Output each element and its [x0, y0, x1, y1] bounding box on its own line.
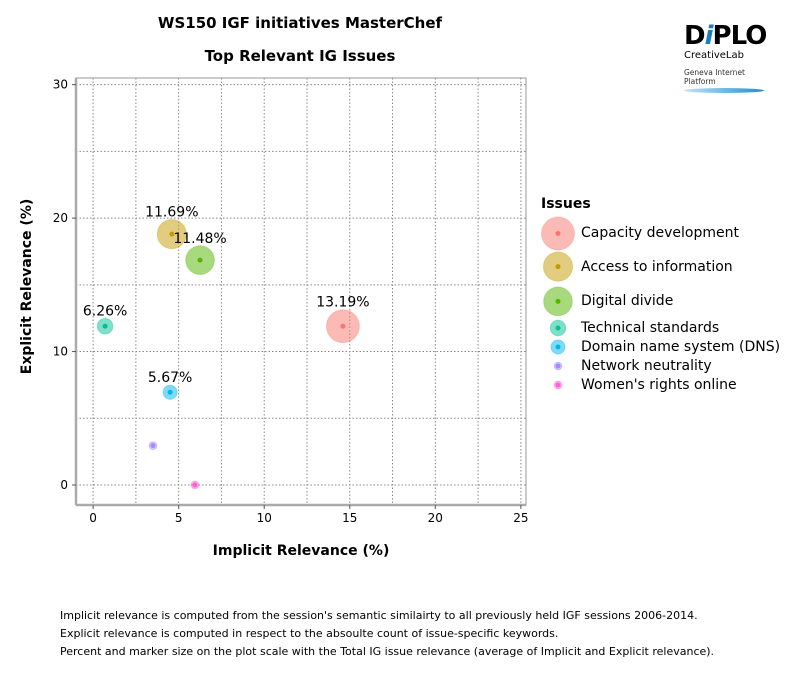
point-label: 5.67%	[148, 370, 192, 386]
legend-key	[553, 361, 563, 370]
legend: Issues Capacity development Access to inf…	[541, 196, 780, 394]
point-center	[340, 323, 346, 329]
y-tick-label: 0	[60, 478, 68, 492]
legend-item: Domain name system (DNS)	[541, 337, 780, 356]
legend-item: Digital divide	[541, 284, 780, 318]
point-label: 13.19%	[316, 295, 369, 311]
legend-key	[549, 319, 567, 336]
data-point	[190, 480, 200, 490]
y-tick-label: 10	[53, 345, 68, 359]
data-point: 5.67%	[148, 370, 192, 400]
legend-item: Network neutrality	[541, 356, 780, 375]
y-tick-label: 20	[53, 211, 68, 225]
legend-label: Domain name system (DNS)	[581, 338, 781, 355]
data-point: 11.69%	[145, 205, 199, 250]
legend-item: Access to information	[541, 250, 780, 284]
point-label: 6.26%	[83, 303, 127, 319]
logo-brand: DiPLO	[684, 21, 767, 51]
y-axis-title: Explicit Relevance (%)	[19, 199, 35, 374]
y-tick-label: 30	[53, 78, 68, 92]
data-point	[148, 441, 158, 451]
chart-subtitle: Top Relevant IG Issues	[204, 47, 396, 65]
point-center	[167, 389, 173, 395]
logo-platform: Geneva Internet Platform	[684, 68, 745, 86]
point-label: 11.48%	[173, 231, 226, 247]
data-point: 6.26%	[83, 303, 127, 335]
legend-label: Access to information	[581, 259, 733, 275]
x-tick-label: 15	[342, 511, 357, 525]
point-center	[192, 482, 198, 488]
x-tick-label: 5	[175, 511, 183, 525]
x-tick-label: 10	[257, 511, 272, 525]
legend-label: Women's rights online	[581, 376, 737, 393]
footnote-3: Percent and marker size on the plot scal…	[60, 645, 715, 658]
x-tick-label: 25	[513, 511, 528, 525]
x-axis-title: Implicit Relevance (%)	[213, 543, 390, 559]
legend-label: Network neutrality	[581, 357, 712, 374]
scatter-plot: 0 5 10 15 20 25 0 10 20 30 Implicit Relevance (%) E…	[19, 77, 529, 559]
chart-title: WS150 IGF initiatives MasterChef	[157, 14, 443, 32]
legend-key	[550, 338, 566, 355]
point-center	[150, 443, 156, 449]
legend-item: Women's rights online	[541, 375, 780, 394]
footnote-2: Explicit relevance is computed in respec…	[60, 627, 559, 640]
legend-item: Technical standards	[541, 318, 780, 337]
point-center	[102, 323, 108, 329]
logo-sub: CreativeLab	[684, 50, 744, 61]
data-point: 13.19%	[316, 295, 370, 344]
legend-key	[553, 380, 563, 389]
x-tick-label: 0	[89, 511, 97, 525]
data-point: 11.48%	[173, 231, 227, 275]
x-tick-label: 20	[428, 511, 443, 525]
diplo-logo: DiPLO CreativeLab Geneva Internet Platfo…	[684, 22, 774, 93]
plot-panel	[75, 77, 527, 506]
logo-swoosh	[684, 88, 764, 93]
point-center	[169, 231, 175, 237]
legend-key	[542, 251, 574, 283]
point-label: 11.69%	[145, 205, 198, 221]
legend-item: Capacity development	[541, 216, 780, 250]
legend-title: Issues	[541, 196, 591, 212]
legend-label: Capacity development	[581, 225, 739, 241]
legend-label: Technical standards	[581, 319, 720, 336]
legend-label: Digital divide	[581, 293, 674, 309]
point-center	[197, 257, 203, 263]
legend-key	[541, 216, 575, 250]
legend-key	[543, 286, 573, 316]
footnote-1: Implicit relevance is computed from the …	[60, 609, 698, 622]
